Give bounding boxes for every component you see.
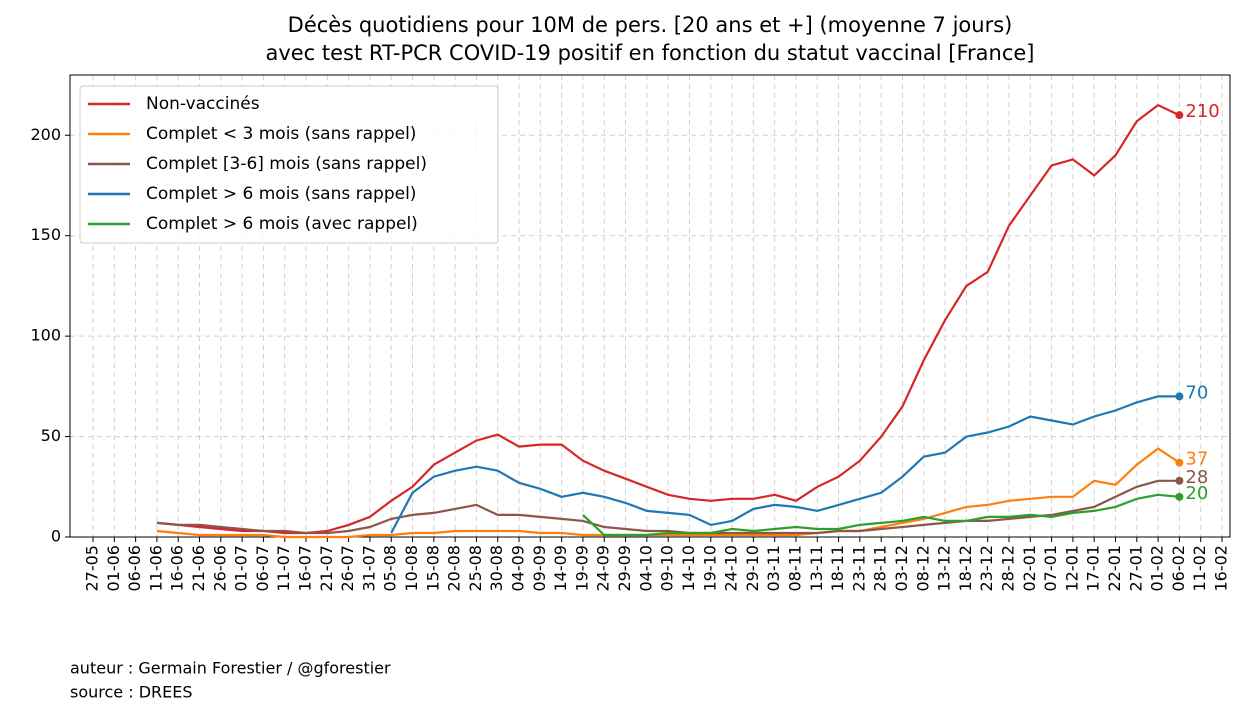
x-tick-label: 23-11: [849, 545, 868, 592]
x-tick-label: 01-07: [232, 545, 251, 592]
x-tick-label: 16-07: [296, 545, 315, 592]
x-tick-label: 11-06: [146, 545, 165, 592]
end-label: 20: [1185, 483, 1208, 504]
plot-frame: [69, 74, 1231, 538]
end-label: 70: [1185, 382, 1208, 403]
series-line: [156, 479, 1180, 535]
x-tick-label: 08-11: [785, 545, 804, 592]
x-tick-label: 11-07: [274, 545, 293, 592]
x-tick-label: 26-07: [338, 545, 357, 592]
x-tick-label: 06-02: [1169, 545, 1188, 592]
x-tick-label: 29-10: [743, 545, 762, 592]
x-tick-label: 10-08: [402, 545, 421, 592]
legend-label: Complet [3-6] mois (sans rappel): [146, 154, 427, 174]
series-line: [156, 103, 1180, 535]
x-tick-label: 24-09: [594, 545, 613, 592]
x-tick-label: 19-10: [700, 545, 719, 592]
x-tick-label: 03-11: [764, 545, 783, 592]
end-label: 210: [1185, 101, 1219, 122]
x-tick-label: 14-09: [551, 545, 570, 592]
end-point: [1175, 476, 1184, 485]
chart-title: Décès quotidiens pour 10M de pers. [20 a…: [288, 13, 1013, 37]
x-tick-label: 13-11: [807, 545, 826, 592]
legend-box: [79, 85, 499, 244]
x-tick-label: 02-01: [1020, 545, 1039, 592]
x-tick-label: 15-08: [423, 545, 442, 592]
footer-source: source : DREES: [70, 683, 193, 702]
x-tick-label: 21-07: [317, 545, 336, 592]
x-tick-label: 04-09: [509, 545, 528, 592]
x-tick-label: 20-08: [445, 545, 464, 592]
legend-label: Non-vaccinés: [146, 94, 260, 114]
x-tick-label: 27-05: [83, 545, 102, 592]
x-tick-label: 16-06: [168, 545, 187, 592]
x-tick-label: 04-10: [636, 545, 655, 592]
legend-label: Complet < 3 mois (sans rappel): [146, 124, 416, 144]
x-tick-label: 11-02: [1190, 545, 1209, 592]
x-tick-label: 26-06: [210, 545, 229, 592]
end-point: [1175, 458, 1184, 467]
x-tick-label: 08-12: [913, 545, 932, 592]
x-tick-label: 27-01: [1126, 545, 1145, 592]
x-tick-label: 31-07: [359, 545, 378, 592]
x-tick-label: 07-01: [1041, 545, 1060, 592]
y-tick-label: 50: [41, 426, 61, 445]
end-point: [1175, 392, 1184, 401]
x-tick-label: 29-09: [615, 545, 634, 592]
x-tick-label: 28-12: [998, 545, 1017, 592]
x-tick-label: 18-12: [956, 545, 975, 592]
end-label: 37: [1185, 449, 1208, 470]
x-tick-label: 14-10: [679, 545, 698, 592]
x-tick-label: 13-12: [935, 545, 954, 592]
x-tick-label: 17-01: [1084, 545, 1103, 592]
y-tick-label: 150: [30, 225, 61, 244]
y-tick-label: 100: [30, 326, 61, 345]
y-tick-label: 200: [30, 125, 61, 144]
series-line: [390, 395, 1180, 534]
y-tick-label: 0: [51, 527, 61, 546]
x-tick-label: 28-11: [871, 545, 890, 592]
x-tick-label: 22-01: [1105, 545, 1124, 592]
x-tick-label: 06-07: [253, 545, 272, 592]
series-line: [156, 447, 1181, 539]
x-tick-label: 21-06: [189, 545, 208, 592]
x-tick-label: 09-10: [658, 545, 677, 592]
x-tick-label: 05-08: [381, 545, 400, 592]
legend-label: Complet > 6 mois (sans rappel): [146, 184, 416, 204]
x-tick-label: 16-02: [1212, 545, 1231, 592]
chart-subtitle: avec test RT-PCR COVID-19 positif en fon…: [265, 41, 1034, 65]
footer-author: auteur : Germain Forestier / @gforestier: [70, 659, 391, 678]
legend-label: Complet > 6 mois (avec rappel): [146, 214, 418, 234]
x-tick-label: 03-12: [892, 545, 911, 592]
x-tick-label: 01-06: [104, 545, 123, 592]
end-point: [1175, 492, 1184, 501]
x-tick-label: 06-06: [125, 545, 144, 592]
x-tick-label: 18-11: [828, 545, 847, 592]
x-tick-label: 12-01: [1062, 545, 1081, 592]
x-tick-label: 25-08: [466, 545, 485, 592]
x-tick-label: 09-09: [530, 545, 549, 592]
end-label: 28: [1185, 467, 1208, 488]
end-point: [1175, 111, 1184, 120]
legend: Non-vaccinés Complet < 3 mois (sans rappe…: [79, 85, 499, 244]
x-tick-label: 01-02: [1148, 545, 1167, 592]
x-tick-label: 30-08: [487, 545, 506, 592]
x-tick-label: 24-10: [722, 545, 741, 592]
x-tick-label: 23-12: [977, 545, 996, 592]
x-tick-label: 19-09: [572, 545, 591, 592]
series-line: [582, 493, 1180, 537]
